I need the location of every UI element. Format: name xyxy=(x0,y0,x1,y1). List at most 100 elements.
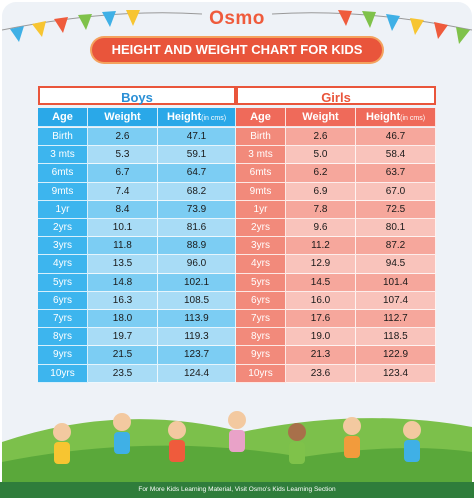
value-cell: 14.5 xyxy=(286,273,356,292)
value-cell: 9.6 xyxy=(286,219,356,238)
value-cell: 94.5 xyxy=(356,255,436,274)
column-header: Height(in cms) xyxy=(356,108,436,127)
value-cell: 16.0 xyxy=(286,291,356,310)
value-cell: 59.1 xyxy=(158,146,236,165)
value-cell: 23.6 xyxy=(286,364,356,383)
group-header: Girls xyxy=(236,86,436,105)
value-cell: 7.4 xyxy=(88,182,158,201)
value-cell: 13.5 xyxy=(88,255,158,274)
age-cell: 3yrs xyxy=(38,237,88,256)
age-cell: 9mts xyxy=(236,182,286,201)
footer: For More Kids Learning Material, Visit O… xyxy=(0,482,474,498)
value-cell: 96.0 xyxy=(158,255,236,274)
value-cell: 101.4 xyxy=(356,273,436,292)
value-cell: 112.7 xyxy=(356,310,436,329)
age-cell: 3 mts xyxy=(236,146,286,165)
value-cell: 6.9 xyxy=(286,182,356,201)
value-cell: 123.7 xyxy=(158,346,236,365)
value-cell: 46.7 xyxy=(356,128,436,147)
value-cell: 2.6 xyxy=(88,128,158,147)
value-cell: 81.6 xyxy=(158,219,236,238)
age-cell: 2yrs xyxy=(38,219,88,238)
title: HEIGHT AND WEIGHT CHART FOR KIDS xyxy=(92,38,382,62)
value-cell: 2.6 xyxy=(286,128,356,147)
value-cell: 58.4 xyxy=(356,146,436,165)
logo: Osmo xyxy=(209,8,265,29)
value-cell: 73.9 xyxy=(158,200,236,219)
value-cell: 124.4 xyxy=(158,364,236,383)
age-cell: 6mts xyxy=(38,164,88,183)
value-cell: 6.2 xyxy=(286,164,356,183)
column-header: Age xyxy=(236,108,286,127)
value-cell: 10.1 xyxy=(88,219,158,238)
column-header: Height(in cms) xyxy=(158,108,236,127)
value-cell: 23.5 xyxy=(88,364,158,383)
value-cell: 47.1 xyxy=(158,128,236,147)
header-unit: (in cms) xyxy=(400,115,426,122)
age-cell: Birth xyxy=(236,128,286,147)
age-cell: 9yrs xyxy=(236,346,286,365)
value-cell: 102.1 xyxy=(158,273,236,292)
age-cell: 1yr xyxy=(236,200,286,219)
age-cell: 9yrs xyxy=(38,346,88,365)
age-cell: 2yrs xyxy=(236,219,286,238)
age-cell: 8yrs xyxy=(38,328,88,347)
value-cell: 80.1 xyxy=(356,219,436,238)
header-text: Height xyxy=(166,111,202,123)
age-cell: Birth xyxy=(38,128,88,147)
age-cell: 7yrs xyxy=(236,310,286,329)
age-cell: 6mts xyxy=(236,164,286,183)
value-cell: 11.2 xyxy=(286,237,356,256)
value-cell: 19.0 xyxy=(286,328,356,347)
age-cell: 5yrs xyxy=(236,273,286,292)
group-header: Boys xyxy=(38,86,236,105)
value-cell: 19.7 xyxy=(88,328,158,347)
value-cell: 87.2 xyxy=(356,237,436,256)
value-cell: 12.9 xyxy=(286,255,356,274)
value-cell: 5.3 xyxy=(88,146,158,165)
age-cell: 9mts xyxy=(38,182,88,201)
age-cell: 4yrs xyxy=(236,255,286,274)
age-cell: 10yrs xyxy=(38,364,88,383)
value-cell: 21.5 xyxy=(88,346,158,365)
value-cell: 17.6 xyxy=(286,310,356,329)
value-cell: 11.8 xyxy=(88,237,158,256)
age-cell: 6yrs xyxy=(38,291,88,310)
value-cell: 72.5 xyxy=(356,200,436,219)
value-cell: 107.4 xyxy=(356,291,436,310)
value-cell: 122.9 xyxy=(356,346,436,365)
value-cell: 118.5 xyxy=(356,328,436,347)
header-text: Height xyxy=(365,111,401,123)
value-cell: 88.9 xyxy=(158,237,236,256)
value-cell: 21.3 xyxy=(286,346,356,365)
age-cell: 7yrs xyxy=(38,310,88,329)
column-header: Weight xyxy=(88,108,158,127)
value-cell: 8.4 xyxy=(88,200,158,219)
value-cell: 108.5 xyxy=(158,291,236,310)
value-cell: 18.0 xyxy=(88,310,158,329)
value-cell: 68.2 xyxy=(158,182,236,201)
header-unit: (in cms) xyxy=(201,115,227,122)
flags xyxy=(10,10,470,44)
value-cell: 119.3 xyxy=(158,328,236,347)
value-cell: 6.7 xyxy=(88,164,158,183)
age-cell: 3 mts xyxy=(38,146,88,165)
kids xyxy=(53,411,421,464)
age-cell: 3yrs xyxy=(236,237,286,256)
age-cell: 8yrs xyxy=(236,328,286,347)
age-cell: 5yrs xyxy=(38,273,88,292)
age-cell: 4yrs xyxy=(38,255,88,274)
value-cell: 7.8 xyxy=(286,200,356,219)
value-cell: 16.3 xyxy=(88,291,158,310)
value-cell: 63.7 xyxy=(356,164,436,183)
value-cell: 67.0 xyxy=(356,182,436,201)
value-cell: 123.4 xyxy=(356,364,436,383)
age-cell: 1yr xyxy=(38,200,88,219)
column-header: Weight xyxy=(286,108,356,127)
value-cell: 14.8 xyxy=(88,273,158,292)
age-cell: 6yrs xyxy=(236,291,286,310)
value-cell: 113.9 xyxy=(158,310,236,329)
value-cell: 5.0 xyxy=(286,146,356,165)
age-cell: 10yrs xyxy=(236,364,286,383)
